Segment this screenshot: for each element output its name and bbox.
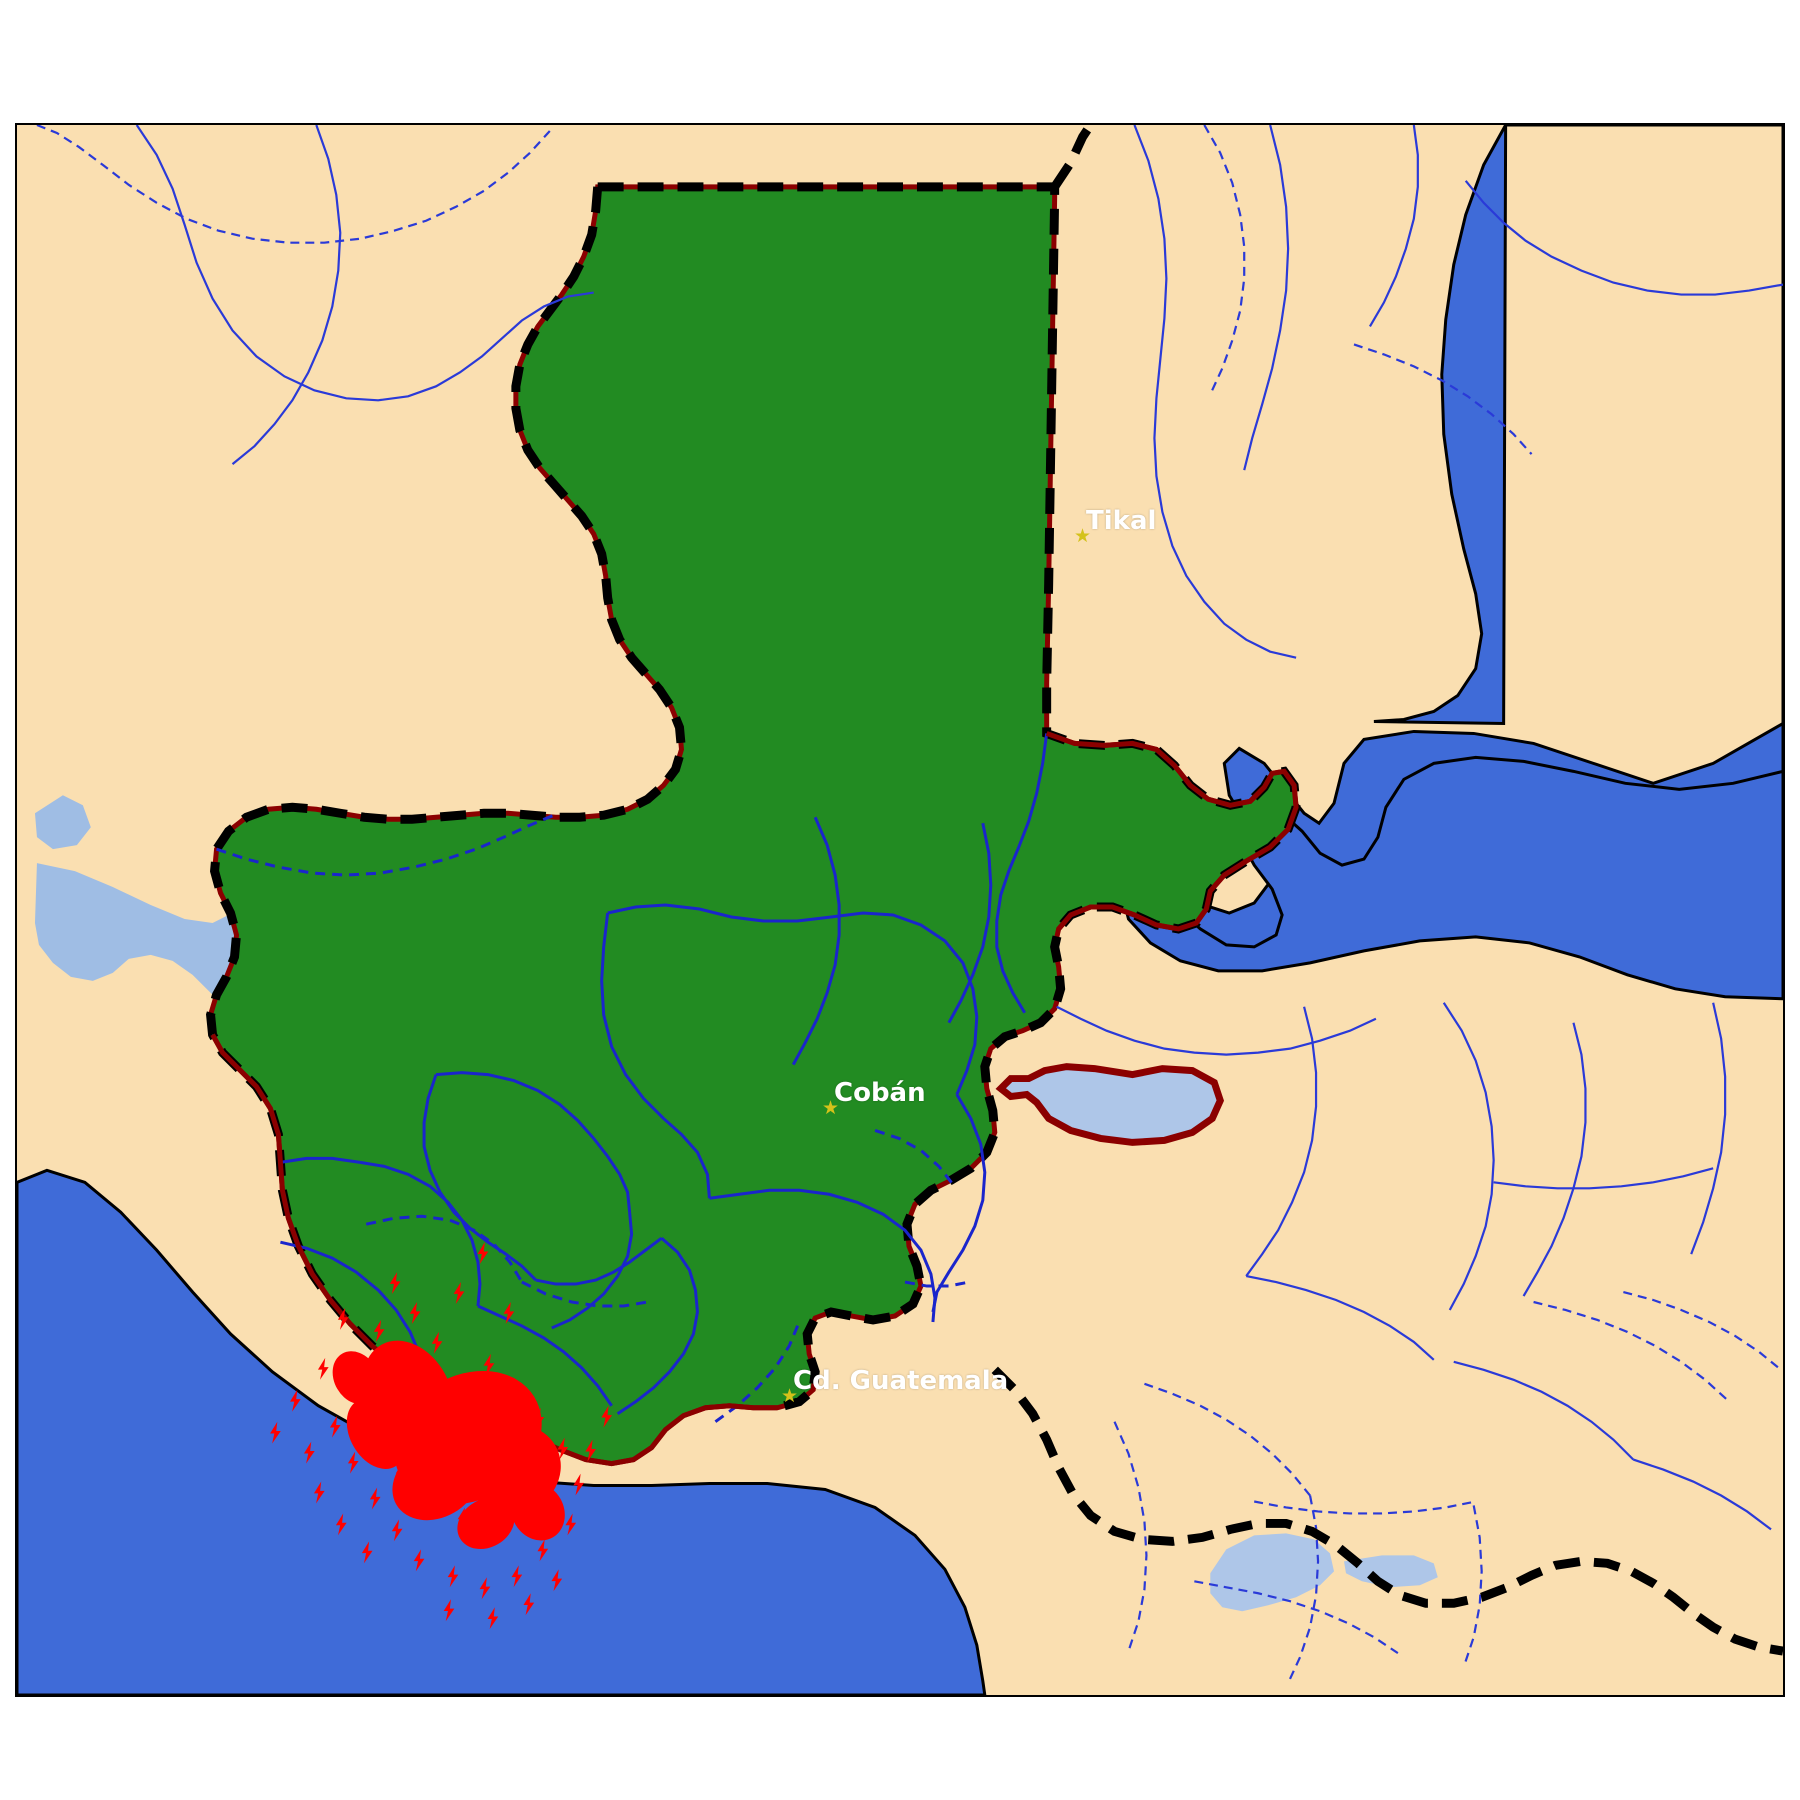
lake-izabal	[995, 1063, 1225, 1146]
discharge-cluster	[270, 1242, 613, 1630]
national-borders-neighbours	[991, 125, 1783, 1656]
admin-boundaries-neighbours-dashed	[36, 125, 1782, 1684]
ocean-pacific	[17, 1168, 987, 1695]
admin-boundaries-neighbours	[135, 125, 1783, 1531]
map-frame: ★ Tikal ★ Cobán ★ Cd. Guatemala	[15, 123, 1785, 1697]
lake-honduras	[1210, 1533, 1438, 1612]
ocean-caribbean-body	[1120, 125, 1783, 1001]
map-canvas	[17, 125, 1783, 1695]
lake-mexico-west	[34, 795, 806, 1075]
